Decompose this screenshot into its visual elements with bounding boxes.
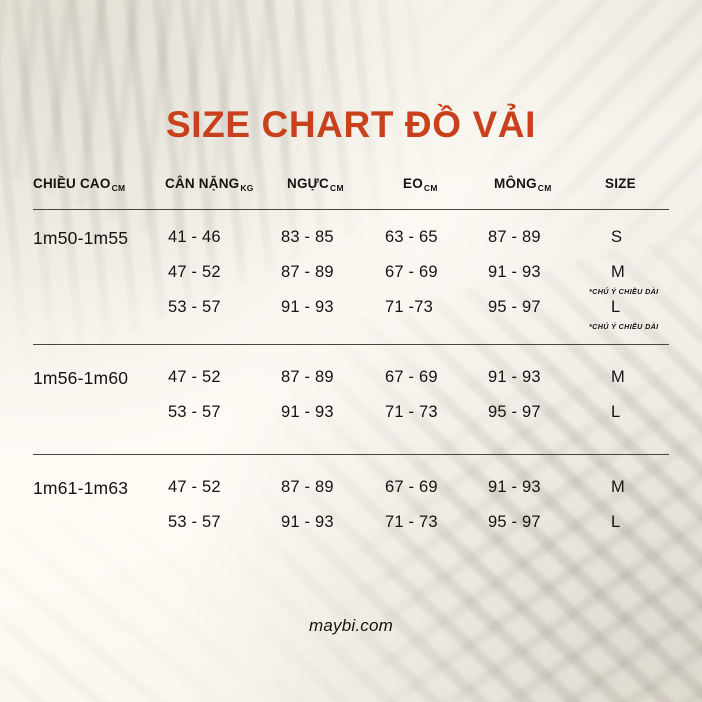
- table-row: 47 - 52 87 - 89 67 - 69 91 - 93 M *CHÚ Ý CHIỀ…: [33, 263, 669, 297]
- group-divider: [33, 344, 669, 345]
- cell-hip: 95 - 97: [488, 513, 541, 531]
- cell-bust: 91 - 93: [281, 298, 334, 316]
- column-header-bust: NGỰCCM: [287, 176, 344, 193]
- cell-size: M: [611, 368, 625, 386]
- cell-size: S: [611, 228, 623, 246]
- cell-bust: 91 - 93: [281, 403, 334, 421]
- table-row: 1m61-1m63 47 - 52 87 - 89 67 - 69 91 - 93 M: [33, 478, 669, 512]
- cell-hip: 95 - 97: [488, 403, 541, 421]
- cell-weight: 53 - 57: [168, 298, 221, 316]
- cell-waist: 67 - 69: [385, 368, 438, 386]
- cell-waist: 67 - 69: [385, 478, 438, 496]
- column-header-unit: CM: [537, 183, 552, 193]
- cell-waist: 63 - 65: [385, 228, 438, 246]
- page-title: SIZE CHART ĐỒ VẢI: [166, 104, 536, 145]
- column-header-waist: EOCM: [403, 176, 438, 193]
- column-header-label: SIZE: [605, 176, 636, 191]
- cell-height: 1m50-1m55: [33, 228, 129, 248]
- site-footer: maybi.com: [309, 616, 393, 635]
- column-header-weight: CÂN NẶNGKG: [165, 176, 254, 193]
- size-chart-table: CHIỀU CAOCM CÂN NẶNGKG NGỰCCM EOCM MÔNGCM SIZ…: [33, 176, 669, 531]
- table-row: 53 - 57 91 - 93 71 - 73 95 - 97 L: [33, 403, 669, 437]
- column-header-label: CÂN NẶNG: [165, 176, 240, 191]
- cell-weight: 53 - 57: [168, 513, 221, 531]
- column-header-unit: CM: [330, 183, 344, 193]
- cell-waist: 71 - 73: [385, 403, 438, 421]
- column-header-height: CHIỀU CAOCM: [33, 176, 126, 193]
- cell-size: L: [611, 403, 621, 421]
- length-note: *CHÚ Ý CHIỀU DÀI: [589, 322, 659, 331]
- column-header-unit: CM: [423, 183, 438, 193]
- column-header-label: NGỰC: [287, 176, 329, 191]
- cell-bust: 87 - 89: [281, 368, 334, 386]
- cell-waist: 71 -73: [385, 298, 433, 316]
- cell-size: L: [611, 298, 621, 316]
- cell-hip: 91 - 93: [488, 478, 541, 496]
- cell-weight: 53 - 57: [168, 403, 221, 421]
- cell-bust: 87 - 89: [281, 478, 334, 496]
- cell-height: 1m56-1m60: [33, 368, 129, 388]
- cell-size: M: [611, 263, 625, 281]
- cell-waist: 67 - 69: [385, 263, 438, 281]
- table-row: 53 - 57 91 - 93 71 -73 95 - 97 L *CHÚ Ý CHIỀU…: [33, 298, 669, 332]
- table-row: 1m50-1m55 41 - 46 83 - 85 63 - 65 87 - 89 S: [33, 228, 669, 262]
- cell-bust: 87 - 89: [281, 263, 334, 281]
- group-divider: [33, 454, 669, 455]
- column-header-label: EO: [403, 176, 423, 191]
- cell-bust: 83 - 85: [281, 228, 334, 246]
- column-header-unit: CM: [111, 183, 126, 193]
- column-header-hip: MÔNGCM: [494, 176, 552, 193]
- cell-hip: 87 - 89: [488, 228, 541, 246]
- cell-hip: 91 - 93: [488, 368, 541, 386]
- table-header-row: CHIỀU CAOCM CÂN NẶNGKG NGỰCCM EOCM MÔNGCM SIZ…: [33, 176, 669, 206]
- column-header-size: SIZE: [605, 176, 636, 191]
- table-row: 1m56-1m60 47 - 52 87 - 89 67 - 69 91 - 93 M: [33, 368, 669, 402]
- column-header-label: CHIỀU CAO: [33, 176, 111, 191]
- cell-bust: 91 - 93: [281, 513, 334, 531]
- cell-weight: 47 - 52: [168, 478, 221, 496]
- length-note: *CHÚ Ý CHIỀU DÀI: [589, 287, 659, 296]
- cell-weight: 47 - 52: [168, 368, 221, 386]
- column-header-label: MÔNG: [494, 176, 537, 191]
- table-row: 53 - 57 91 - 93 71 - 73 95 - 97 L: [33, 513, 669, 547]
- cell-waist: 71 - 73: [385, 513, 438, 531]
- cell-height: 1m61-1m63: [33, 478, 129, 498]
- column-header-unit: KG: [240, 183, 254, 193]
- header-divider: [33, 209, 669, 210]
- cell-size: L: [611, 513, 621, 531]
- cell-weight: 47 - 52: [168, 263, 221, 281]
- cell-weight: 41 - 46: [168, 228, 221, 246]
- cell-hip: 95 - 97: [488, 298, 541, 316]
- cell-size: M: [611, 478, 625, 496]
- cell-hip: 91 - 93: [488, 263, 541, 281]
